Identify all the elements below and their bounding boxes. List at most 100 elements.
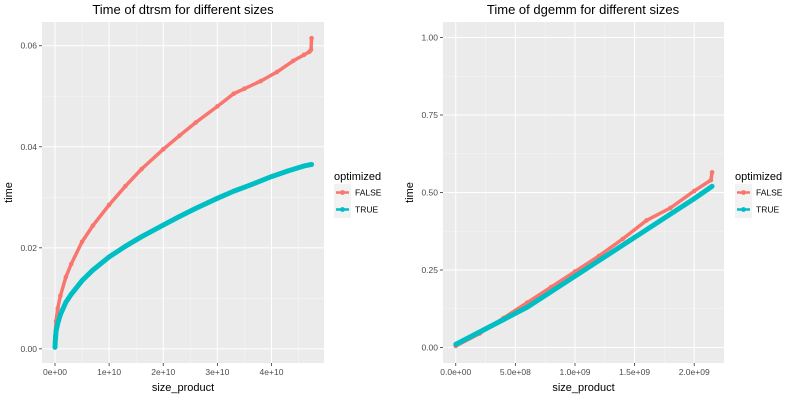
series-false [52, 35, 314, 349]
series-line [453, 183, 715, 347]
data-point [231, 91, 236, 97]
x-tick-label: 2.0e+09 [679, 367, 710, 377]
data-point [193, 206, 199, 211]
legend-label-true: TRUE [756, 205, 779, 215]
data-point [123, 183, 128, 189]
y-tick-label: 0.00 [20, 344, 37, 354]
series-true [453, 183, 715, 347]
data-point [68, 291, 74, 297]
data-point [258, 78, 263, 84]
y-axis-title: time [404, 182, 416, 203]
chart-title: Time of dgemm for different sizes [487, 2, 680, 17]
legend-label-false: FALSE [355, 188, 382, 198]
data-point [53, 328, 59, 334]
data-point [52, 338, 58, 344]
data-point [160, 147, 166, 152]
data-point [691, 188, 697, 194]
y-tick-label: 0.50 [421, 188, 438, 198]
y-tick-label: 0.75 [421, 110, 438, 120]
x-tick-label: 1.0e+09 [559, 367, 590, 377]
data-point [193, 120, 199, 125]
data-point [709, 170, 715, 175]
data-point [668, 205, 673, 211]
data-point [90, 223, 96, 228]
data-point [309, 35, 314, 41]
data-point [231, 188, 236, 194]
data-point [501, 317, 506, 322]
legend-title: optimized [735, 171, 782, 183]
data-point [139, 234, 144, 240]
data-point [548, 289, 554, 295]
data-point [301, 52, 307, 58]
data-point [620, 242, 625, 248]
legend-key-point [340, 207, 345, 212]
data-point [308, 47, 314, 53]
x-tick-label: 2e+10 [151, 367, 175, 377]
data-point [177, 133, 182, 138]
y-tick-label: 0.06 [20, 41, 37, 51]
x-tick-label: 0e+00 [43, 367, 67, 377]
data-point [477, 329, 482, 335]
series-line [52, 161, 315, 350]
data-point [123, 244, 128, 249]
data-point [644, 218, 649, 223]
legend-label-true: TRUE [355, 205, 378, 215]
x-tick-label: 4e+10 [260, 367, 284, 377]
data-point [285, 168, 291, 174]
data-point [68, 261, 74, 267]
data-point [301, 163, 307, 169]
chart-title: Time of dtrsm for different sizes [92, 2, 274, 17]
data-point [524, 304, 530, 310]
data-point [620, 236, 625, 242]
series-true [52, 161, 315, 350]
data-point [691, 196, 697, 201]
data-point [215, 104, 220, 109]
data-point [274, 69, 280, 75]
x-axis-title: size_product [152, 382, 214, 394]
x-tick-label: 5.0e+08 [500, 367, 531, 377]
data-point [106, 202, 112, 208]
chart-panel-1: 0e+00 1e+10 2e+10 3e+10 4e+10 0.00 0.02 0.04 0.0… [3, 2, 382, 394]
data-point [58, 293, 63, 299]
data-point [572, 273, 578, 279]
x-tick-label: 3e+10 [205, 367, 229, 377]
data-point [644, 227, 649, 232]
y-tick-label: 1.00 [421, 33, 438, 43]
y-tick-label: 0.04 [20, 142, 37, 152]
data-point [52, 345, 58, 350]
data-point [247, 182, 253, 188]
data-point [55, 321, 60, 326]
data-point [90, 267, 96, 273]
data-point [79, 239, 85, 245]
chart-panel-2: 0.0e+00 5.0e+08 1.0e+09 1.5e+09 2.0e+09 0.00 0… [404, 2, 783, 394]
data-point [58, 312, 63, 317]
data-point [160, 222, 166, 228]
y-tick-label: 0.02 [20, 243, 37, 253]
data-point [106, 254, 112, 260]
legend-key-point [741, 207, 746, 212]
legend: optimized FALSE TRUE [735, 171, 783, 218]
data-point [55, 306, 60, 311]
x-tick-label: 1.5e+09 [619, 367, 650, 377]
plot-panel-background [42, 22, 324, 363]
data-point [708, 177, 714, 183]
data-point [139, 166, 144, 172]
x-tick-label: 1e+10 [97, 367, 121, 377]
data-point [290, 58, 296, 64]
legend-key-point [340, 190, 345, 195]
data-point [709, 184, 715, 189]
data-point [309, 162, 314, 167]
y-axis-title: time [3, 182, 15, 203]
x-axis-title: size_product [552, 382, 614, 394]
legend-title: optimized [334, 171, 381, 183]
data-point [596, 258, 602, 264]
legend-label-false: FALSE [756, 188, 783, 198]
y-tick-label: 0.25 [421, 265, 438, 275]
data-point [668, 211, 673, 217]
x-tick-label: 0.0e+00 [440, 367, 471, 377]
data-point [177, 214, 182, 219]
data-point [453, 342, 459, 347]
data-point [269, 174, 274, 179]
